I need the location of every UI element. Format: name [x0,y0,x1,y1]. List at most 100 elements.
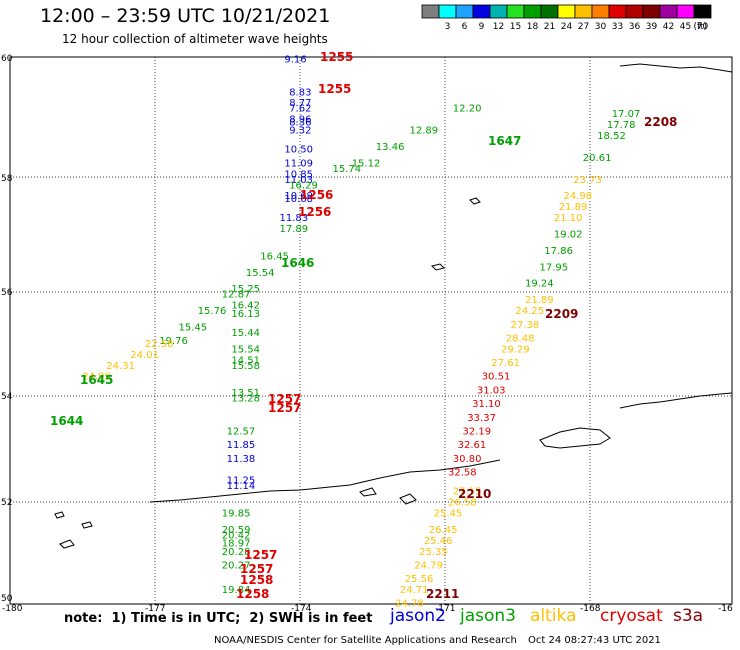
colorbar-label: 45 [680,22,691,32]
swh-value-jason2: 10.68 [284,194,313,205]
colorbar-cell [557,4,576,19]
aleutian-chain-coast [149,459,501,503]
swh-value-jason3: 15.76 [198,306,227,317]
time-label: 2209 [545,307,578,321]
colorbar-label: 18 [527,22,539,32]
swh-value-jason2: 10.69 [284,191,313,202]
pass-time-labels: 1255 1255 1256 1256 1646 1647 1645 1644 … [50,50,677,601]
swh-value-altika: 21.89 [559,202,588,213]
swh-value-altika: 26.45 [429,525,458,536]
colorbar-cell [540,4,559,19]
swh-value-jason3: 19.84 [222,585,251,596]
swh-value-jason3: 13.51 [231,388,260,399]
swh-value-jason2: 11.85 [227,440,256,451]
swh-value-jason2: 11.25 [227,476,256,487]
colorbar-label: 24 [561,22,573,32]
swh-value-jason2: 11.03 [284,175,313,186]
time-label: 1257 [240,562,273,576]
legend-jason3: jason3 [460,606,516,626]
swh-value-jason3: 19.76 [159,336,188,347]
colorbar-label: 21 [544,22,555,32]
swh-value-jason3: 18.52 [597,131,626,142]
legend-altika: altika [530,606,577,626]
lon-tick: -174 [291,604,312,614]
swh-value-jason3: 15.25 [231,284,260,295]
lon-tick-labels: -180 -177 -174 -171 -168 -16 [2,604,733,614]
swh-value-jason3: 16.45 [260,251,289,262]
colorbar-cell [659,4,678,19]
swh-value-jason3: 18.97 [222,539,251,550]
colorbar-cell [421,4,440,19]
colorbar-cell [489,4,508,19]
pribilof-island-b [431,263,445,271]
lat-tick-labels: 60 58 56 54 52 50 [1,54,13,604]
colorbar-label: 9 [479,22,485,32]
swh-value-cryosat: 32.19 [463,426,492,437]
colorbar-cell [472,4,491,19]
swh-value-jason3: 17.86 [544,246,573,257]
swh-value-jason3: 15.12 [352,158,381,169]
legend-jason2: jason2 [390,606,446,626]
swh-value-jason3: 20.42 [222,530,251,541]
colorbar-cell [642,4,661,19]
swh-value-cryosat: 30.80 [453,454,482,465]
credit-line: NOAA/NESDIS Center for Satellite Applica… [214,635,517,646]
swh-value-altika: 28.48 [506,333,535,344]
swh-value-altika: 24.71 [400,585,429,596]
colorbar-label: 36 [629,22,641,32]
swh-value-altika: 27.15 [453,487,482,498]
swh-value-jason3: 15.54 [231,344,260,355]
swh-value-jason3: 12.89 [410,126,439,137]
page-subtitle: 12 hour collection of altimeter wave hei… [62,32,328,46]
time-label: 1257 [244,548,277,562]
swh-value-altika: 27.61 [491,358,520,369]
swh-value-jason3: 14.51 [231,355,260,366]
time-label: 1256 [298,205,331,219]
swh-value-altika: 27.38 [511,320,540,331]
unimak-island [539,427,611,449]
swh-value-cryosat: 31.03 [477,385,506,396]
swh-value-jason2: 7.62 [289,104,311,115]
swh-values-layer: 9.168.838.777.628.968.369.3210.5011.0910… [82,55,640,610]
time-label: 1255 [320,50,353,64]
lon-tick: -16 [718,604,733,614]
alaska-mainland-coast [619,63,733,73]
swh-value-jason2: 10.50 [284,145,313,156]
swh-value-altika: 21.10 [554,213,583,224]
page-title: 12:00 – 23:59 UTC 10/21/2021 [40,5,331,27]
swh-value-cryosat: 32.58 [448,468,477,479]
swh-value-altika: 24.79 [414,560,443,571]
colorbar-cell [574,4,593,19]
lat-tick: 50 [1,594,13,604]
swh-value-jason3: 13.28 [231,394,260,405]
colorbar-label: 42 [663,22,674,32]
swh-value-jason3: 15.44 [231,328,260,339]
swh-value-jason2: 11.09 [284,158,313,169]
swh-value-jason3: 16.13 [231,309,260,320]
colorbar-cell [591,4,610,19]
coastline [54,63,733,549]
swh-value-jason3: 17.07 [612,109,641,120]
swh-value-jason2: 9.32 [289,126,311,137]
time-label: 1257 [268,401,301,415]
colorbar-label: 3 [445,22,451,32]
swh-value-jason3: 15.45 [179,323,208,334]
colorbar-cell [693,4,712,19]
time-label: 1256 [300,188,333,202]
colorbar-label: 39 [646,22,658,32]
swh-value-jason3: 13.46 [376,142,405,153]
time-label: 1644 [50,414,83,428]
lat-tick: 54 [1,392,13,402]
time-label: 2211 [426,587,459,601]
colorbar-cell [506,4,525,19]
swh-value-jason2: 10.85 [284,169,313,180]
swh-value-jason3: 16.42 [231,301,260,312]
time-label: 2210 [458,487,491,501]
swh-value-jason3: 12.20 [453,104,482,115]
colorbar-label: 12 [493,22,504,32]
swh-value-altika: 24.99 [82,372,111,383]
island-c [59,539,75,549]
time-label: 1646 [281,256,314,270]
swh-value-altika: 26.58 [448,498,477,509]
